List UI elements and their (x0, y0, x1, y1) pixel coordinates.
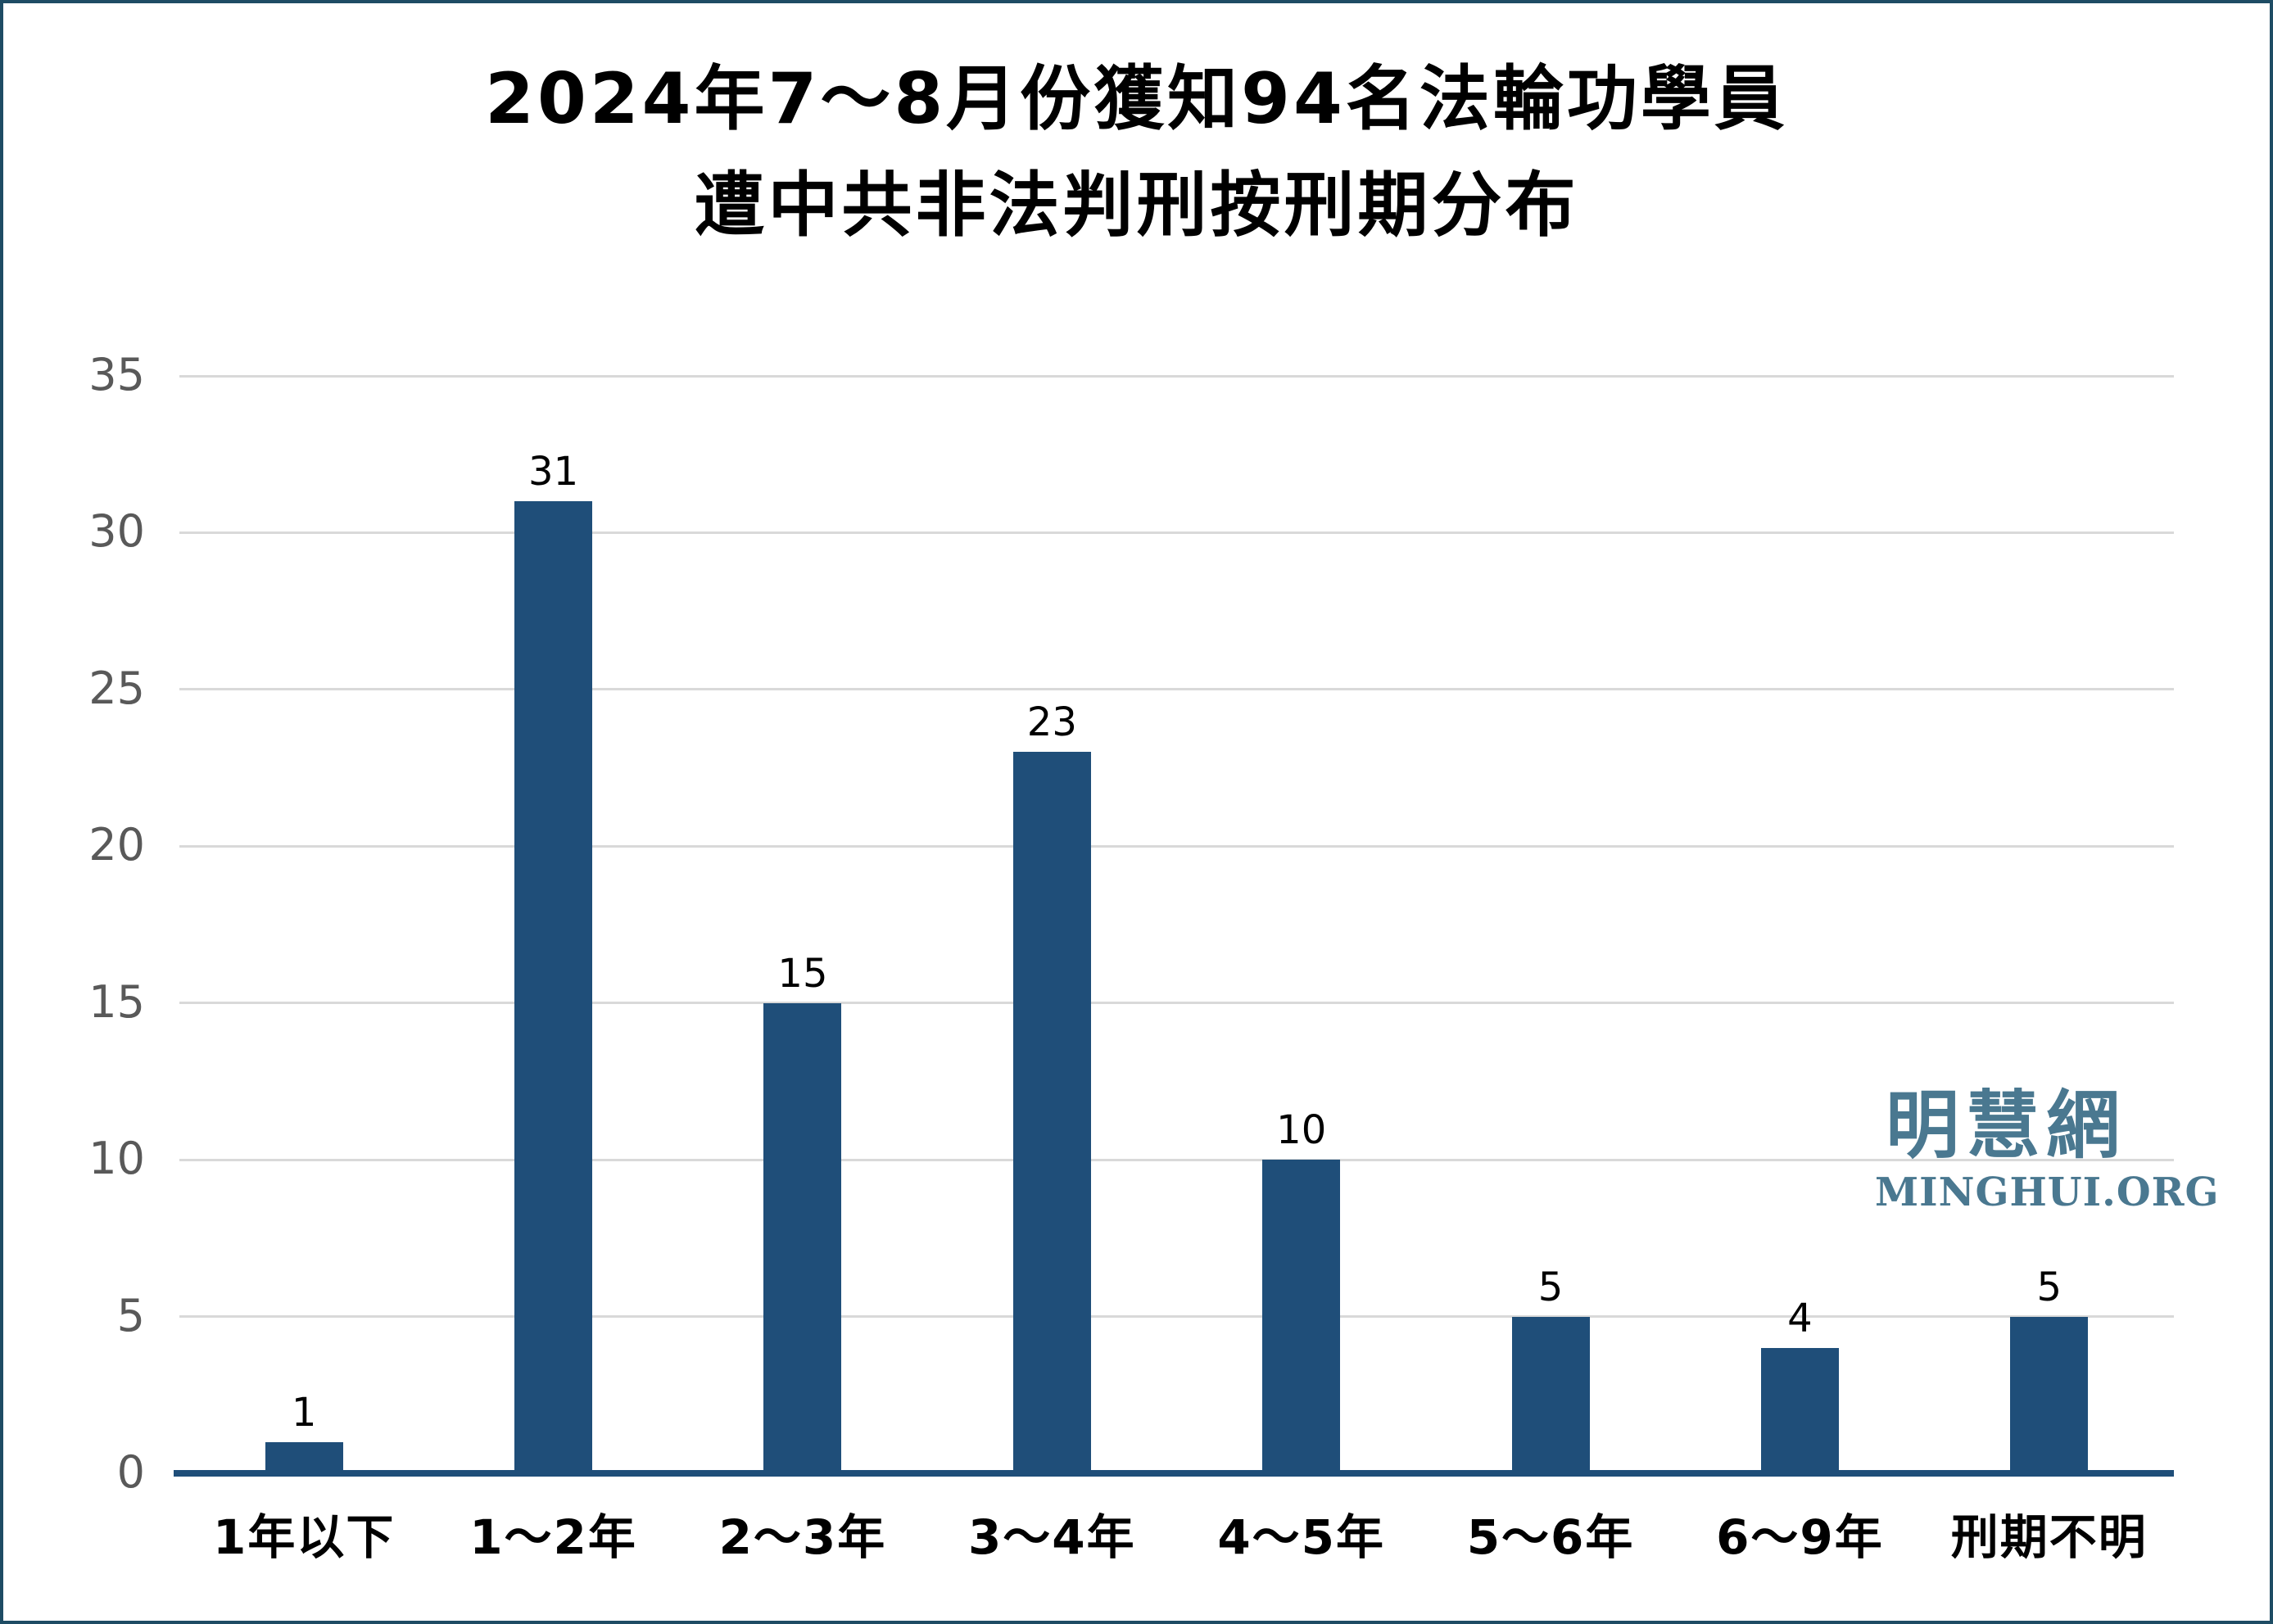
gridline (179, 1002, 2174, 1005)
bar-value-label: 5 (1537, 1264, 1564, 1310)
bar (763, 1002, 842, 1473)
y-axis-tick-label: 20 (88, 819, 145, 871)
bar (514, 501, 593, 1473)
watermark-cjk-text: 明慧網 (1886, 1083, 2126, 1169)
bar-value-label: 1 (291, 1389, 317, 1436)
x-axis-line (174, 1470, 2174, 1477)
category-label: 刑期不明 (1950, 1509, 2148, 1565)
gridline (179, 688, 2174, 691)
chart-title: 2024年7～8月份獲知94名法輪功學員 遭中共非法判刑按刑期分布 (3, 46, 2270, 259)
category-label: 6～9年 (1716, 1509, 1884, 1565)
y-axis-tick-label: 0 (116, 1446, 145, 1499)
category-label: 2～3年 (718, 1509, 887, 1565)
bar-value-label: 5 (2036, 1264, 2062, 1310)
bar (1262, 1160, 1341, 1473)
gridline (179, 1158, 2174, 1161)
bar (1012, 752, 1091, 1473)
y-axis-tick-label: 10 (88, 1133, 145, 1185)
category-label: 5～6年 (1466, 1509, 1635, 1565)
gridline (179, 374, 2174, 378)
y-axis-tick-label: 30 (88, 505, 145, 558)
gridline (179, 531, 2174, 534)
chart-title-line1: 2024年7～8月份獲知94名法輪功學員 (485, 58, 1788, 140)
bar-value-label: 23 (1026, 699, 1077, 746)
bar (1511, 1316, 1590, 1473)
bar (265, 1441, 343, 1473)
y-axis-tick-label: 25 (88, 663, 145, 715)
category-label: 4～5年 (1217, 1509, 1386, 1565)
category-label: 1年以下 (213, 1509, 396, 1565)
category-label: 3～4年 (967, 1509, 1136, 1565)
watermark: 明慧網 MINGHUI.ORG (1875, 1083, 2220, 1216)
watermark-latin-text: MINGHUI.ORG (1875, 1169, 2220, 1215)
bar (2010, 1316, 2089, 1473)
gridline (179, 844, 2174, 848)
bar-value-label: 10 (1276, 1107, 1327, 1154)
y-axis-tick-label: 5 (116, 1289, 145, 1341)
bar-value-label: 31 (528, 449, 579, 495)
category-label: 1～2年 (469, 1509, 637, 1565)
bar-value-label: 15 (777, 950, 828, 997)
bar-value-label: 4 (1787, 1295, 1813, 1341)
bar (1760, 1347, 1839, 1473)
y-axis-tick-label: 35 (88, 349, 145, 401)
chart-title-line2: 遭中共非法判刑按刑期分布 (694, 165, 1579, 247)
gridline (179, 1315, 2174, 1319)
plot-area: 0 5 10 15 20 25 30 35 1 1年以下 31 1～2年 15 2～3年 23 3～4年 10 4… (3, 3, 2270, 1621)
y-axis-tick-label: 15 (88, 975, 145, 1028)
